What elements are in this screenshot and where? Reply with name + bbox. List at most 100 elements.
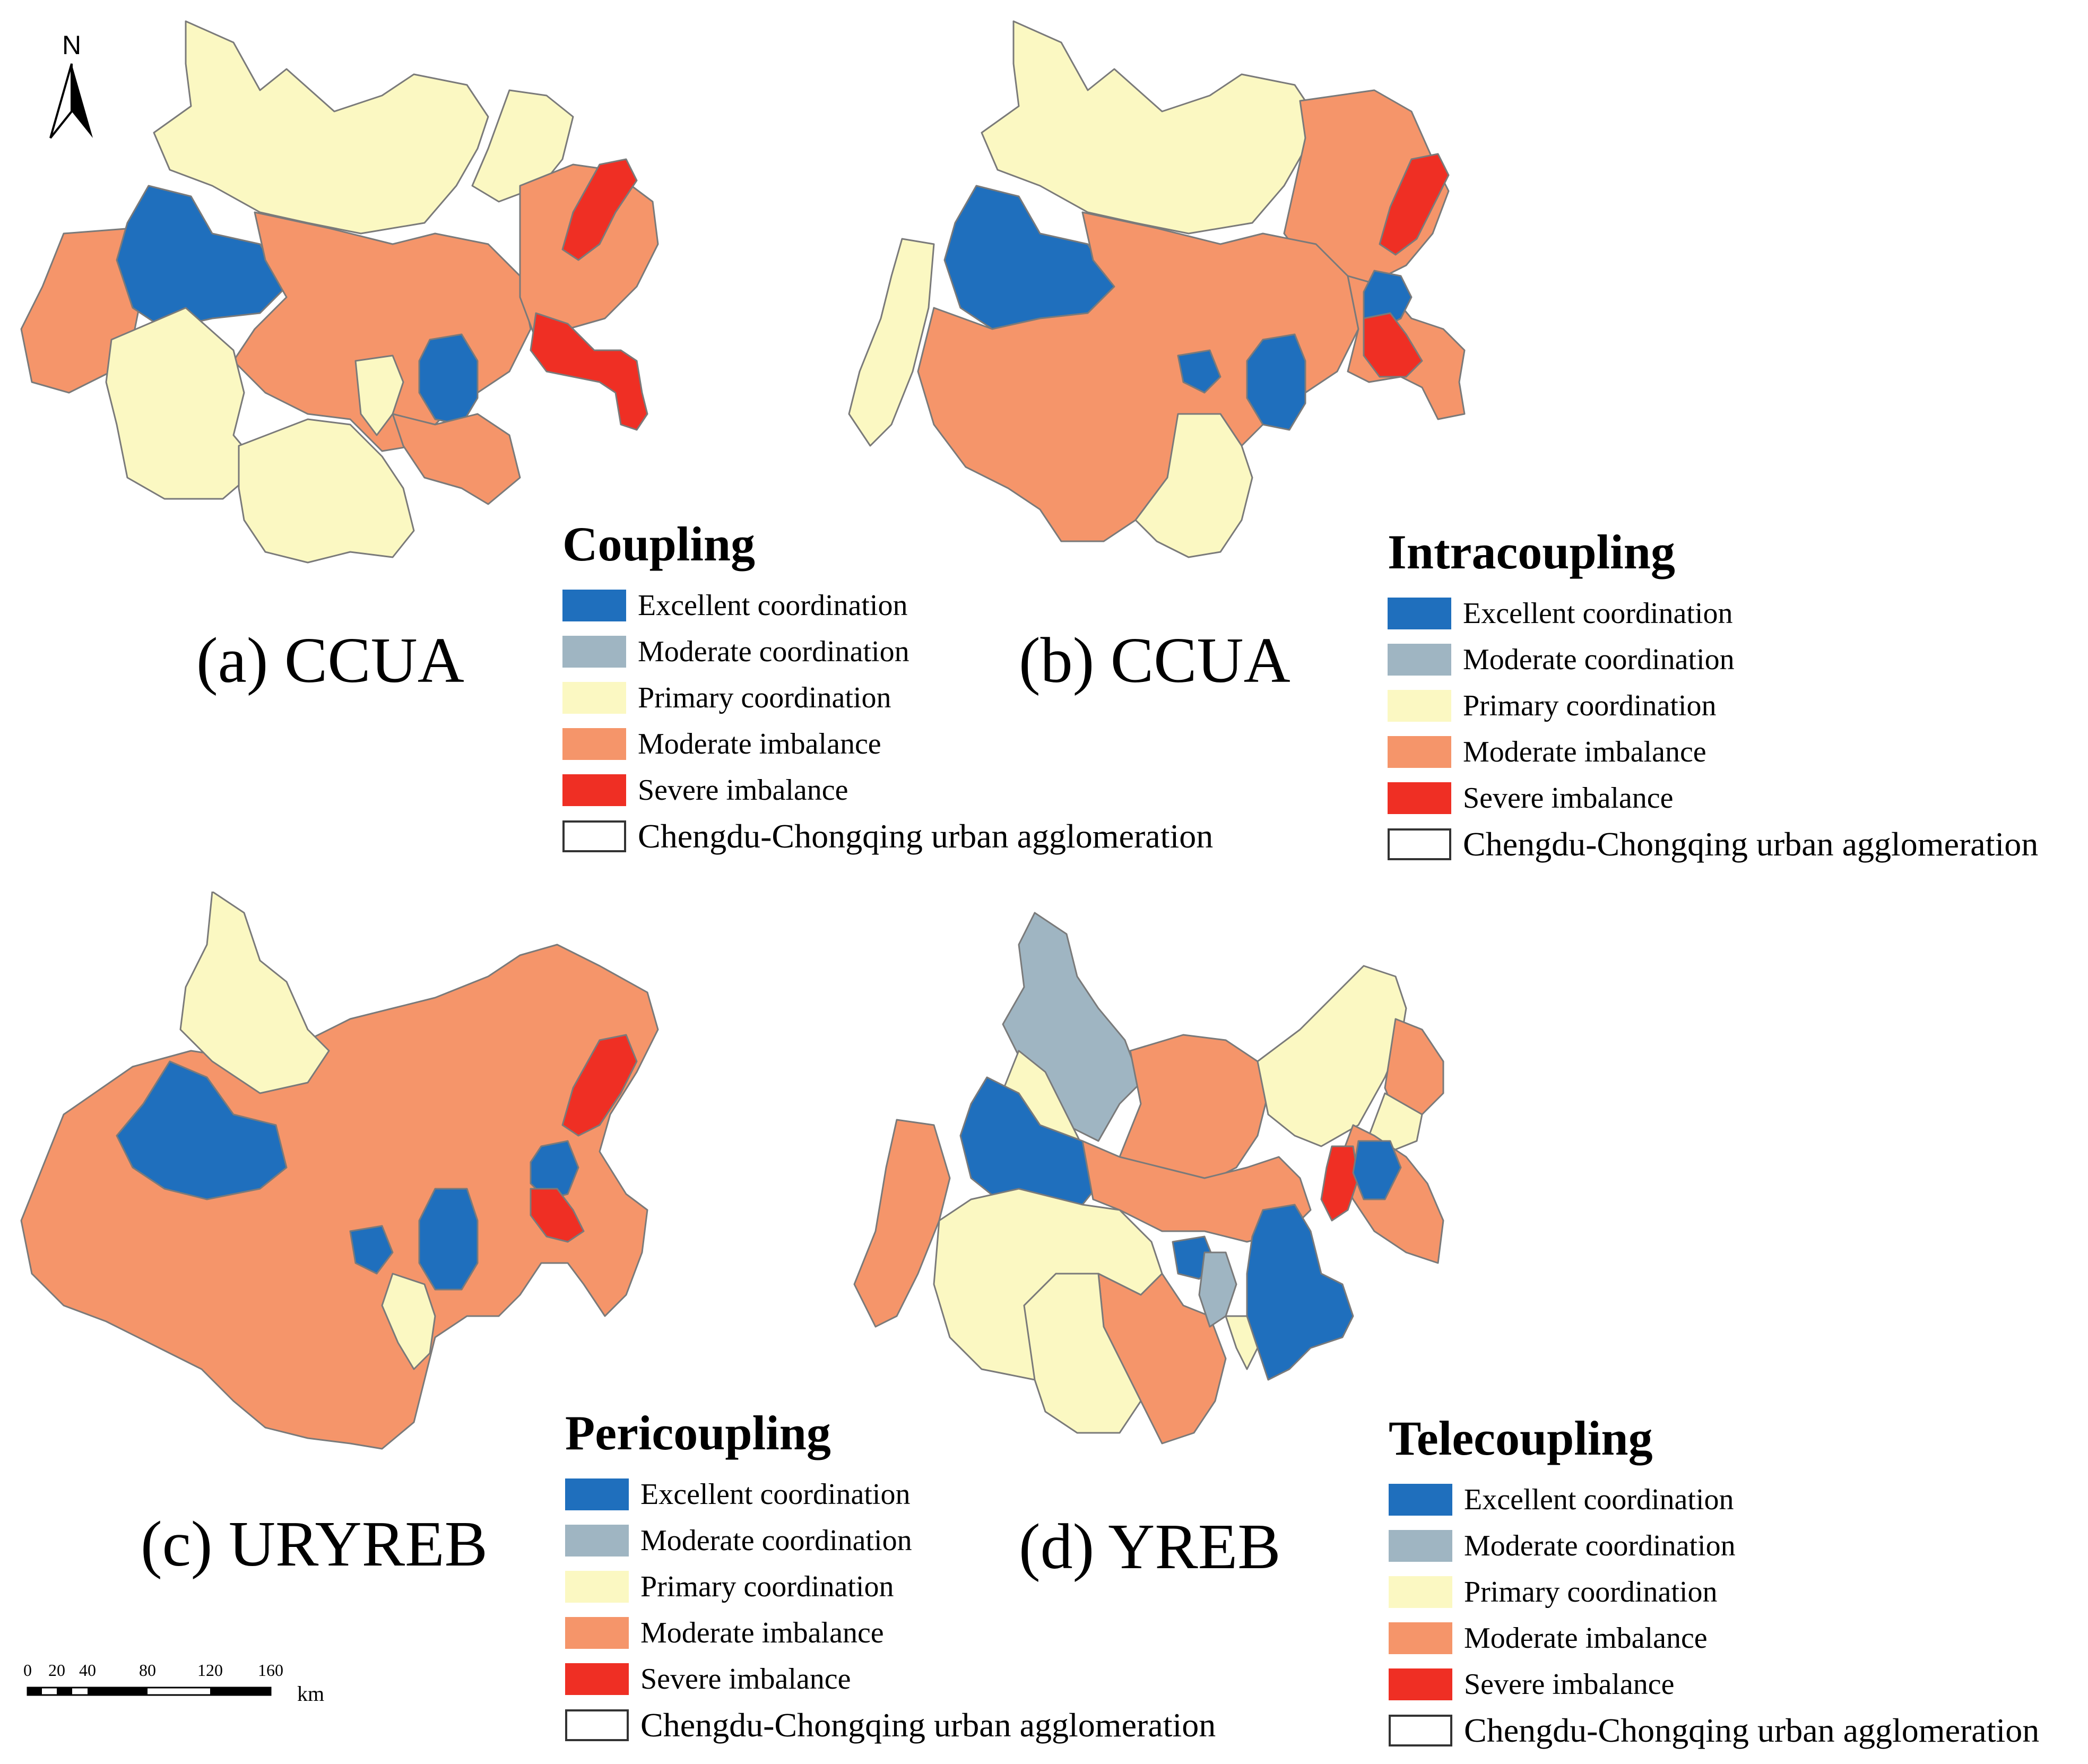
legend-swatch: [562, 774, 626, 806]
region-d-far-east: [1384, 1018, 1444, 1116]
legend-label: Primary coordination: [640, 1570, 894, 1603]
legend-label: Primary coordination: [1463, 689, 1717, 722]
region-b-severe-2: [1363, 312, 1423, 378]
legend-row-primary: Primary coordination: [1388, 682, 2038, 729]
legend-row-primary: Primary coordination: [1389, 1569, 2039, 1615]
legend-label: Moderate imbalance: [640, 1616, 884, 1649]
legend-label: Excellent coordination: [1463, 596, 1733, 630]
legend-swatch: [1389, 1529, 1452, 1562]
region-d-southeast-yellow: [1225, 1315, 1259, 1370]
legend-swatch: [562, 589, 626, 621]
legend-swatch: [565, 1709, 629, 1741]
map-c-svg: [20, 892, 659, 1450]
legend-label: Primary coordination: [638, 681, 891, 714]
region-d-blue-east: [1352, 1140, 1402, 1200]
map-a-svg: [20, 20, 659, 564]
legend-swatch: [1389, 1576, 1452, 1608]
region-b-west: [848, 238, 935, 447]
legend-label: Severe imbalance: [638, 773, 848, 807]
region-a-south-orange: [392, 413, 521, 505]
region-b-chongqing: [1246, 333, 1306, 431]
region-c-small-blue: [349, 1225, 394, 1275]
legend-row-boundary: Chengdu-Chongqing urban agglomeration: [562, 813, 1213, 859]
scale-bar: 0 20 40 80 120 160 km: [21, 1661, 340, 1719]
region-a-southwest: [105, 307, 261, 500]
region-c-yellow: [381, 1273, 436, 1370]
region-b-small-blue: [1177, 349, 1221, 394]
legend-swatch: [565, 1663, 629, 1695]
caption-c: (c) URYREB: [141, 1508, 488, 1580]
region-a-north: [153, 20, 489, 235]
legend-row-severe: Severe imbalance: [565, 1656, 1216, 1702]
legend-swatch: [562, 728, 626, 760]
legend-title-c: Pericoupling: [565, 1406, 831, 1460]
legend-row-moderate-imbalance: Moderate imbalance: [1388, 729, 2038, 775]
legend-row-severe: Severe imbalance: [1388, 775, 2038, 821]
legend-label: Severe imbalance: [1463, 781, 1674, 815]
scale-tick-0: 0: [23, 1661, 32, 1680]
legend-swatch: [1389, 1668, 1452, 1700]
legend-row-excellent: Excellent coordination: [1388, 590, 2038, 636]
map-b: [838, 11, 1507, 573]
map-b-svg: [848, 20, 1466, 558]
legend-swatch: [562, 820, 626, 852]
legend-label: Severe imbalance: [640, 1662, 851, 1696]
legend-title-a: Coupling: [562, 517, 756, 571]
region-c-chongqing: [418, 1188, 479, 1291]
map-d-svg: [853, 912, 1444, 1445]
north-arrow-icon: [49, 63, 93, 139]
map-a: [11, 11, 679, 573]
legend-label: Moderate coordination: [1463, 643, 1735, 676]
legend-label: Moderate imbalance: [1464, 1621, 1708, 1655]
region-a-south: [238, 418, 415, 564]
legend-label: Chengdu-Chongqing urban agglomeration: [1464, 1711, 2040, 1749]
legend-label: Moderate coordination: [638, 635, 909, 668]
legend-swatch: [565, 1570, 629, 1603]
region-c-severe-1: [561, 1034, 638, 1137]
legend-b: Intracoupling Excellent coordination Mod…: [1388, 525, 2038, 867]
legend-row-excellent: Excellent coordination: [565, 1471, 1216, 1517]
legend-title-b: Intracoupling: [1388, 525, 1675, 579]
legend-label: Moderate imbalance: [638, 727, 881, 760]
legend-swatch: [565, 1616, 629, 1649]
north-arrow: N: [48, 32, 96, 143]
legend-swatch: [1388, 736, 1451, 768]
legend-swatch: [1388, 689, 1451, 722]
legend-swatch: [1388, 828, 1451, 860]
map-c: [11, 892, 679, 1454]
legend-row-moderate: Moderate coordination: [1389, 1523, 2039, 1569]
region-d-severe: [1320, 1145, 1359, 1222]
legend-row-excellent: Excellent coordination: [1389, 1476, 2039, 1523]
legend-row-moderate: Moderate coordination: [562, 628, 1213, 675]
legend-swatch: [1388, 597, 1451, 629]
legend-label: Excellent coordination: [1464, 1483, 1734, 1516]
legend-label: Excellent coordination: [640, 1477, 911, 1511]
legend-title-d: Telecoupling: [1389, 1411, 1653, 1465]
legend-swatch: [1389, 1483, 1452, 1516]
caption-d: (d) YREB: [1019, 1511, 1281, 1583]
region-a-severe-2: [530, 312, 648, 431]
region-c-north: [179, 892, 330, 1094]
legend-label: Chengdu-Chongqing urban agglomeration: [638, 817, 1214, 855]
legend-swatch: [1389, 1714, 1452, 1746]
legend-row-moderate-imbalance: Moderate imbalance: [562, 721, 1213, 767]
legend-label: Chengdu-Chongqing urban agglomeration: [640, 1706, 1216, 1744]
legend-row-excellent: Excellent coordination: [562, 582, 1213, 628]
legend-row-moderate-imbalance: Moderate imbalance: [1389, 1615, 2039, 1661]
region-d-chongqing: [1246, 1204, 1354, 1381]
scale-tick-120: 120: [197, 1661, 223, 1680]
scale-unit: km: [297, 1682, 325, 1706]
legend-row-moderate-imbalance: Moderate imbalance: [565, 1610, 1216, 1656]
scale-bar-graphic: [27, 1687, 272, 1696]
legend-label: Moderate coordination: [640, 1524, 912, 1557]
region-b-severe-1: [1379, 153, 1450, 256]
region-d-east-yellow: [1368, 1092, 1423, 1153]
legend-swatch: [1388, 643, 1451, 676]
scale-tick-40: 40: [79, 1661, 96, 1680]
region-b-north: [981, 20, 1317, 235]
region-c-chengdu: [116, 1060, 288, 1200]
map-d: [844, 902, 1512, 1465]
legend-row-severe: Severe imbalance: [1389, 1661, 2039, 1707]
legend-swatch: [562, 681, 626, 714]
legend-swatch: [565, 1524, 629, 1557]
